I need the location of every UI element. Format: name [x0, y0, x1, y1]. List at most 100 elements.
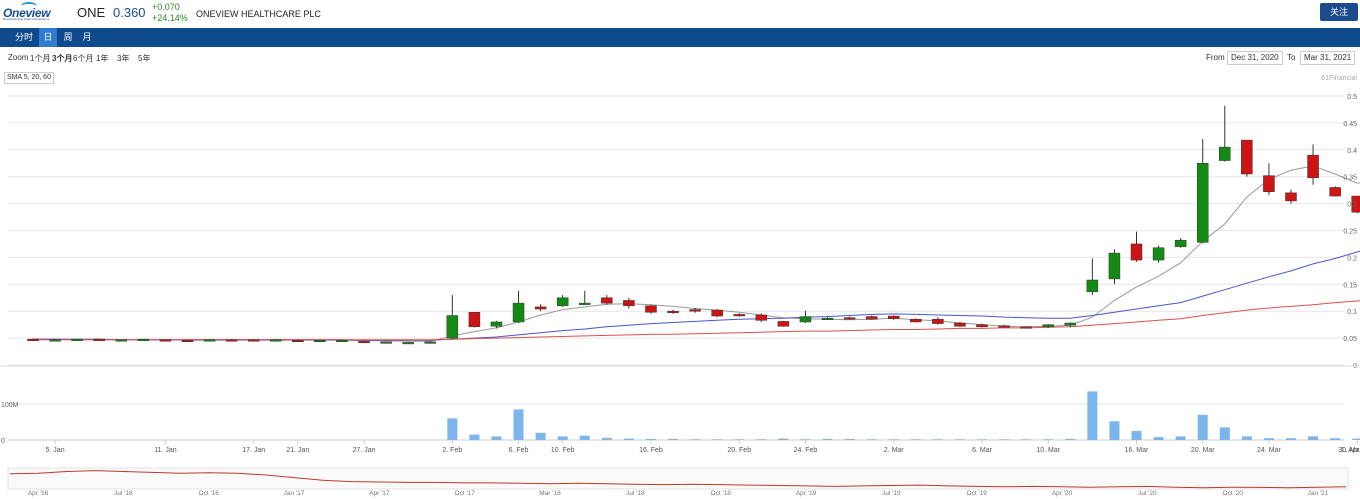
- candle-body: [490, 321, 503, 327]
- volume-bar: [1197, 414, 1208, 440]
- navigator-panel: [7, 467, 1349, 490]
- volume-bar: [866, 439, 877, 440]
- candle-body: [556, 297, 569, 307]
- volume-bar: [1352, 438, 1360, 440]
- candle-body: [247, 339, 260, 342]
- zoom-1m[interactable]: 1个月: [30, 54, 51, 63]
- navigator-tick-label: Jul '18: [626, 490, 645, 497]
- volume-bar: [469, 434, 480, 440]
- zoom-5y[interactable]: 5年: [138, 54, 151, 63]
- indicator-legend[interactable]: SMA 5, 20, 60: [4, 72, 54, 84]
- volume-bar: [800, 439, 811, 440]
- candle-body: [733, 314, 745, 317]
- to-date-input[interactable]: Mar 31, 2021: [1300, 51, 1356, 65]
- navigator-tick-label: Oct '16: [198, 490, 219, 497]
- x-tick-label: 10. Feb: [551, 447, 575, 454]
- zoom-6m[interactable]: 6个月: [73, 54, 94, 63]
- candle-body: [446, 315, 459, 339]
- y-tick-label: 0.3: [1347, 202, 1357, 209]
- period-tabs-bar: 分时 日 周 月: [0, 28, 1360, 72]
- volume-bar: [1285, 438, 1296, 440]
- candle-body: [1086, 279, 1099, 293]
- zoom-3y[interactable]: 3年: [117, 54, 130, 63]
- y-tick-label: 0.2: [1347, 255, 1357, 262]
- candle-body: [314, 340, 326, 343]
- zoom-1y[interactable]: 1年: [96, 54, 109, 63]
- x-tick-label: 21. Jan: [286, 447, 309, 454]
- candle-body: [667, 310, 679, 313]
- volume-bar: [1263, 438, 1274, 440]
- volume-bar: [513, 409, 524, 440]
- tab-weekly[interactable]: 周: [63, 32, 73, 42]
- from-date-input[interactable]: Dec 31, 2020: [1227, 51, 1283, 65]
- navigator-series-line: [9, 470, 1347, 489]
- x-tick-label: 17. Jan: [242, 447, 265, 454]
- candle-body: [1351, 195, 1360, 213]
- candle-body: [402, 342, 414, 345]
- tab-monthly[interactable]: 月: [82, 32, 92, 42]
- x-tick-label: 27. Jan: [353, 447, 376, 454]
- y-tick-label: 0.15: [1343, 282, 1357, 289]
- y-tick-label: 0.05: [1343, 336, 1357, 343]
- volume-bar: [999, 439, 1010, 440]
- volume-bar: [778, 438, 789, 440]
- y-tick-label: 0.1: [1347, 309, 1357, 316]
- volume-bar: [690, 439, 701, 440]
- candle-body: [225, 339, 238, 342]
- volume-bar: [557, 436, 568, 440]
- x-tick-label: 20. Mar: [1191, 447, 1215, 454]
- candle-body: [468, 312, 481, 328]
- header-bar: Oneview Revolutionising Patient Experien…: [0, 0, 1360, 26]
- navigator-tick-label: Oct '19: [966, 490, 987, 497]
- candle-body: [1219, 146, 1231, 161]
- navigator-tick-label: Apr '17: [369, 490, 390, 497]
- candle-body: [137, 338, 150, 341]
- tab-intraday[interactable]: 分时: [14, 32, 33, 42]
- volume-bar: [712, 439, 723, 440]
- candle-body: [1108, 252, 1121, 280]
- candle-body: [821, 317, 834, 320]
- x-tick-label: 24. Mar: [1257, 447, 1281, 454]
- price-change-percent: +24.14%: [152, 13, 188, 23]
- tab-daily[interactable]: 日: [39, 28, 57, 47]
- candle-body: [1152, 247, 1165, 261]
- candle-body: [865, 316, 878, 320]
- candle-body: [1263, 175, 1275, 193]
- candle-body: [777, 321, 790, 327]
- volume-bar: [447, 418, 458, 440]
- ticker-symbol: ONE: [77, 5, 106, 20]
- candle-body: [1285, 192, 1297, 202]
- last-price: 0.360: [113, 5, 146, 20]
- candle-body: [1130, 243, 1143, 261]
- volume-bar: [1065, 438, 1076, 440]
- candle-body: [976, 324, 988, 328]
- navigator-tick-label: Oct '17: [454, 490, 475, 497]
- candle-body: [534, 306, 547, 310]
- candle-body: [998, 325, 1010, 328]
- candle-body: [910, 319, 922, 323]
- volume-bar: [1330, 438, 1341, 440]
- candle-body: [689, 309, 701, 312]
- oneview-logo: Oneview Revolutionising Patient Experien…: [3, 2, 63, 22]
- candle-body: [887, 315, 900, 319]
- candle-body: [512, 302, 525, 323]
- candle-body: [49, 339, 61, 342]
- candle-body: [181, 340, 194, 343]
- navigator-tick-label: Apr '20: [1052, 490, 1073, 497]
- zoom-3m[interactable]: 3个月: [52, 54, 73, 63]
- candle-body: [115, 339, 128, 342]
- candle-body: [1064, 322, 1077, 326]
- x-tick-label: 2. Mar: [884, 447, 905, 454]
- volume-bar: [1131, 431, 1142, 440]
- navigator-tick-label: Jan '17: [284, 490, 305, 497]
- follow-button[interactable]: 关注: [1320, 3, 1358, 21]
- navigator-tick-label: Apr '19: [796, 490, 817, 497]
- candle-body: [755, 314, 768, 321]
- y-tick-label: 0.5: [1347, 94, 1357, 101]
- candle-body: [932, 319, 944, 324]
- volume-bar: [734, 439, 745, 440]
- volume-bar: [1109, 421, 1120, 440]
- navigator-tick-label: Apr '16: [28, 490, 49, 497]
- zoom-label: Zoom: [8, 53, 29, 62]
